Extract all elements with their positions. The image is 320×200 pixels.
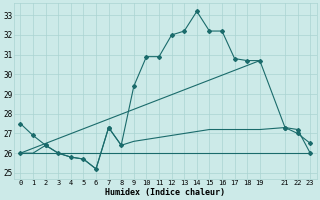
X-axis label: Humidex (Indice chaleur): Humidex (Indice chaleur) [105, 188, 225, 197]
